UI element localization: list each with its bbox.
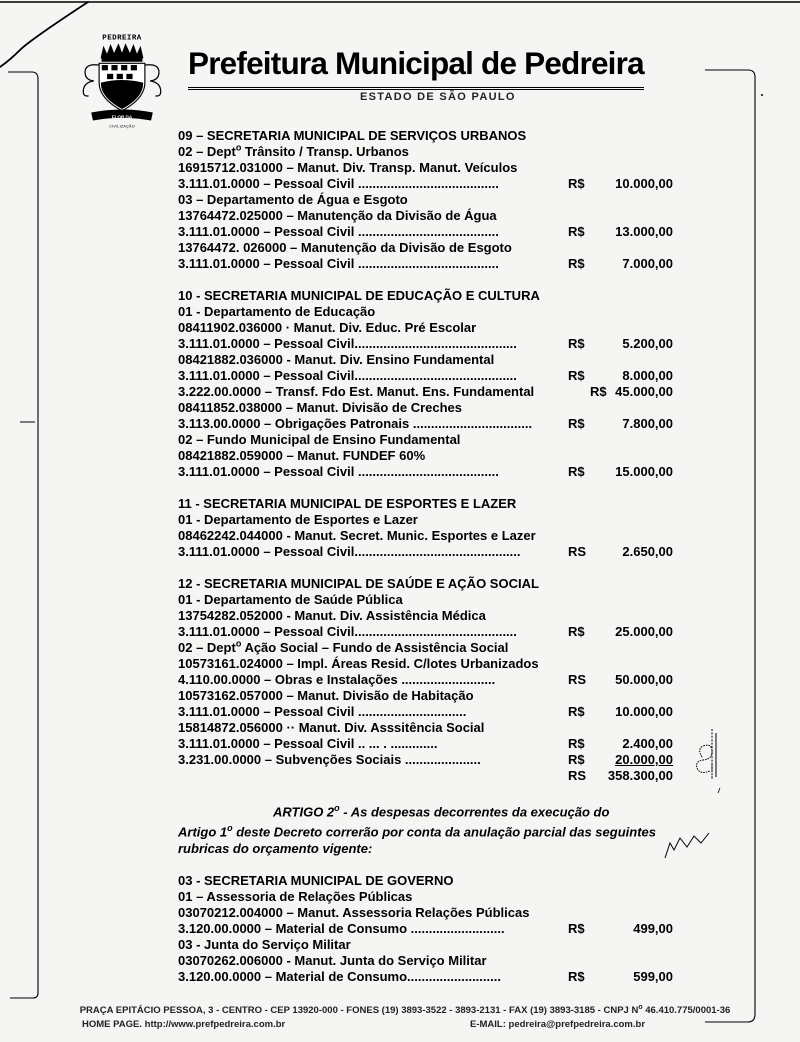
svg-text:FLOR DA: FLOR DA (112, 115, 133, 120)
svg-text:CIVILIZAÇÃO: CIVILIZAÇÃO (109, 124, 135, 129)
svg-text:PEDREIRA: PEDREIRA (102, 35, 141, 43)
